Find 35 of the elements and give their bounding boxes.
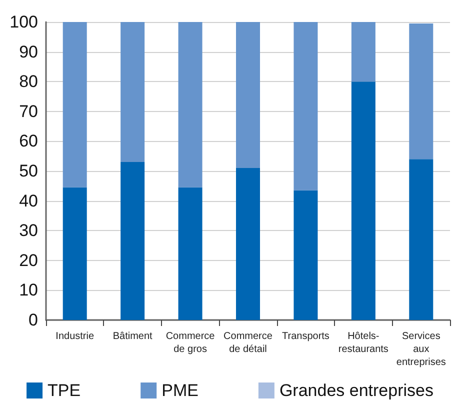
x-tick-label: Industrie xyxy=(56,331,94,342)
bar xyxy=(62,187,87,320)
y-tick-label: 60 xyxy=(19,132,38,151)
bar xyxy=(236,22,260,168)
y-tick-label: 100 xyxy=(10,12,38,32)
y-tick-label: 50 xyxy=(19,162,38,180)
legend-label: Grandes entreprises xyxy=(279,381,434,400)
x-tick-label: Transports xyxy=(282,331,330,342)
y-tick-label: 40 xyxy=(19,191,38,210)
bar xyxy=(236,168,260,320)
bar xyxy=(351,22,376,82)
bar xyxy=(294,22,318,190)
legend-label: TPE xyxy=(48,381,81,400)
y-tick-label: 0 xyxy=(28,310,38,330)
legend-label: PME xyxy=(162,381,198,400)
bar xyxy=(120,22,145,162)
bar xyxy=(409,23,434,160)
bar xyxy=(178,187,202,320)
y-tick-label: 90 xyxy=(19,42,38,62)
x-tick-label: Commerce de gros xyxy=(166,331,216,355)
x-tick-label: Commerce de détail xyxy=(224,331,273,355)
y-tick-label: 80 xyxy=(19,72,38,92)
bar xyxy=(62,22,87,188)
x-tick-label: Services aux entreprises xyxy=(396,331,446,368)
y-tick-label: 70 xyxy=(19,102,38,121)
bar xyxy=(294,190,318,320)
x-tick-label: Bâtiment xyxy=(112,331,153,342)
bar xyxy=(120,162,145,320)
y-tick-label: 30 xyxy=(19,221,38,240)
x-tick-label: Hôtels-restaurants xyxy=(338,331,388,355)
y-tick-label: 10 xyxy=(19,280,38,300)
bar xyxy=(351,82,376,320)
y-tick-label: 20 xyxy=(19,250,38,270)
bar xyxy=(178,22,202,188)
bar xyxy=(409,159,434,320)
